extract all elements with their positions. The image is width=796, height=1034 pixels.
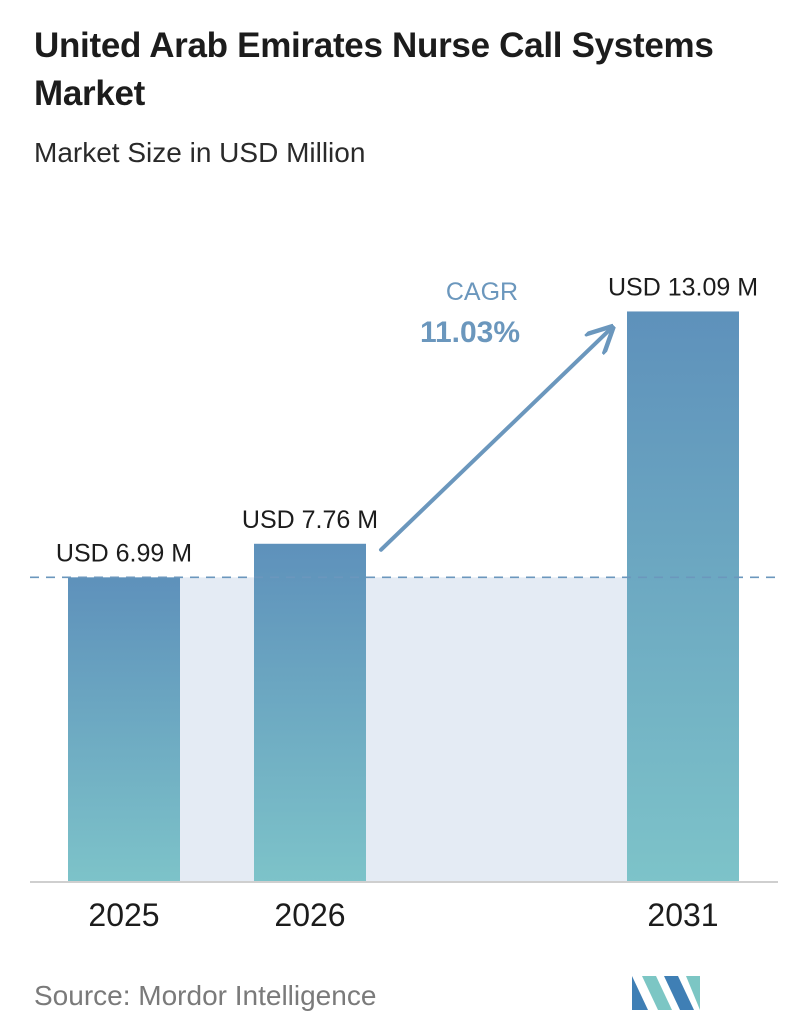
data-label-2031: USD 13.09 M	[608, 273, 758, 301]
bar-2026	[254, 543, 366, 882]
chart-title: United Arab Emirates Nurse Call Systems …	[34, 26, 714, 113]
bar-layer	[68, 311, 739, 882]
x-tick-label-2031: 2031	[647, 897, 718, 933]
reference-band	[180, 577, 254, 882]
chart-subtitle: Market Size in USD Million	[34, 137, 366, 168]
bar-2025	[68, 577, 180, 882]
x-tick-label-2026: 2026	[274, 897, 345, 933]
bar-chart: USD 6.99 M 2025 USD 7.76 M 2026 USD 13.09 M 2…	[30, 273, 780, 933]
label-layer: USD 6.99 M 2025 USD 7.76 M 2026 USD 13.09 M 2…	[56, 273, 758, 933]
x-tick-label-2025: 2025	[88, 897, 159, 933]
cagr-value: 11.03%	[420, 316, 520, 349]
data-label-2025: USD 6.99 M	[56, 539, 192, 567]
cagr-label: CAGR	[446, 278, 518, 306]
cagr-arrow	[379, 329, 610, 552]
data-label-2026: USD 7.76 M	[242, 506, 378, 534]
band-layer	[180, 577, 627, 882]
mordor-intelligence-logo	[632, 976, 700, 1010]
bar-2031	[627, 311, 739, 882]
source-note: Source: Mordor Intelligence	[34, 980, 377, 1011]
reference-band	[366, 577, 627, 882]
